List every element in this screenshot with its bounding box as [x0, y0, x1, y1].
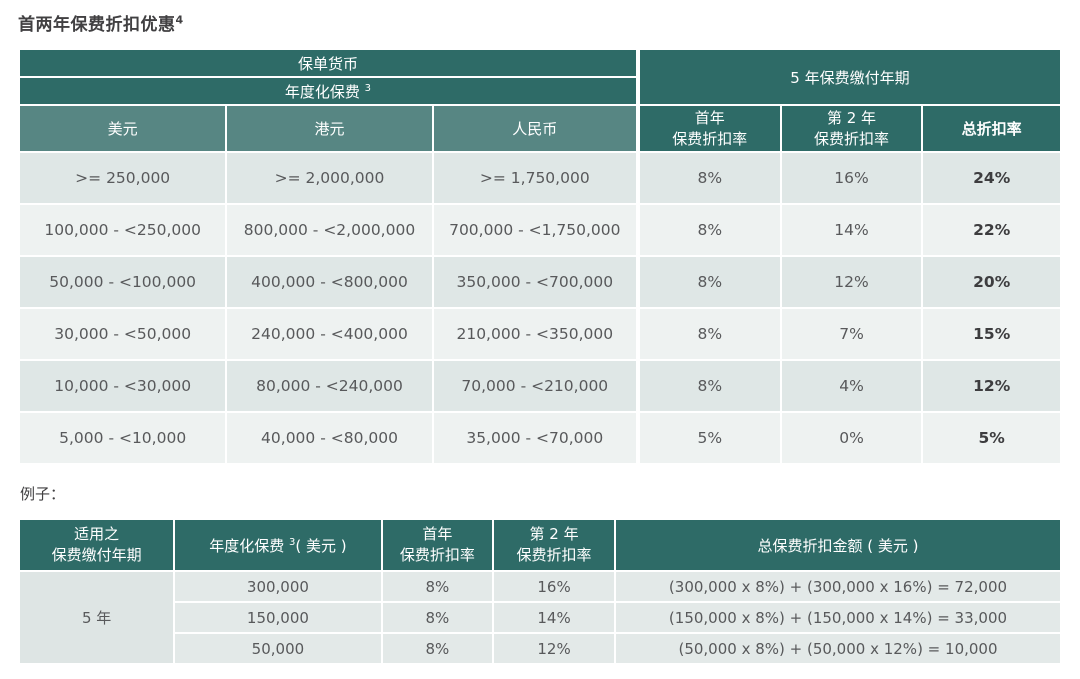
header-col-total-discount: 总折扣率	[921, 104, 1062, 153]
header-year1-line2: 保费折扣率	[672, 129, 748, 148]
header-year2-discount: 第 2 年 保费折扣率	[492, 518, 616, 572]
header-col-year1-discount: 首年 保费折扣率	[635, 104, 782, 153]
header-year1-line1: 首年	[694, 108, 725, 127]
cell-year1-rate: 8%	[380, 632, 495, 665]
cell-usd: 5,000 - <10,000	[17, 411, 228, 465]
table-row: 10,000 - <30,000 80,000 - <240,000 70,00…	[17, 359, 1062, 413]
header-year2-line2: 保费折扣率	[516, 546, 592, 564]
cell-discount-formula: (150,000 x 8%) + (150,000 x 14%) = 33,00…	[613, 601, 1063, 634]
header-year2-line2: 保费折扣率	[814, 129, 890, 148]
table-row: >= 250,000 >= 2,000,000 >= 1,750,000 8% …	[17, 151, 1062, 205]
table-row: 5,000 - <10,000 40,000 - <80,000 35,000 …	[17, 411, 1062, 465]
cell-rmb: >= 1,750,000	[431, 151, 639, 205]
cell-total-rate: 20%	[921, 255, 1062, 309]
header-year1-line2: 保费折扣率	[399, 546, 475, 564]
cell-year1-rate: 8%	[635, 359, 782, 413]
cell-discount-formula: (300,000 x 8%) + (300,000 x 16%) = 72,00…	[613, 570, 1063, 603]
cell-year1-rate: 8%	[635, 151, 782, 205]
cell-year1-rate: 8%	[635, 307, 782, 361]
cell-year1-rate: 8%	[635, 203, 782, 257]
cell-usd: 50,000 - <100,000	[17, 255, 228, 309]
cell-discount-formula: (50,000 x 8%) + (50,000 x 12%) = 10,000	[613, 632, 1063, 665]
cell-rmb: 35,000 - <70,000	[431, 411, 639, 465]
cell-total-rate: 5%	[921, 411, 1062, 465]
cell-premium: 300,000	[173, 570, 383, 603]
cell-hkd: 400,000 - <800,000	[225, 255, 434, 309]
cell-premium: 150,000	[173, 601, 383, 634]
header-annualized-premium-usd: 年度化保费 3( 美元 )	[173, 518, 383, 572]
header-policy-currency: 保单货币	[18, 48, 639, 78]
cell-year2-rate: 4%	[779, 359, 924, 413]
header-col-rmb: 人民币	[431, 104, 639, 153]
header-year2-line1: 第 2 年	[529, 525, 579, 543]
cell-rmb: 350,000 - <700,000	[431, 255, 639, 309]
cell-year1-rate: 5%	[635, 411, 782, 465]
header-annualized-premium-text: 年度化保费	[284, 82, 360, 101]
cell-payment-term: 5 年	[17, 570, 176, 665]
example-table: 适用之 保费缴付年期 年度化保费 3( 美元 ) 首年 保费折扣率 第 2 年 …	[17, 518, 1063, 665]
cell-year1-rate: 8%	[635, 255, 782, 309]
cell-year1-rate: 8%	[380, 570, 495, 603]
table-row: 50,000 - <100,000 400,000 - <800,000 350…	[17, 255, 1062, 309]
cell-total-rate: 12%	[921, 359, 1062, 413]
document-page: 首两年保费折扣优惠4 保单货币 5 年保费缴付年期 年度化保费 3 美元 港元 …	[17, 10, 1063, 665]
cell-year1-rate: 8%	[380, 601, 495, 634]
header-year1-discount: 首年 保费折扣率	[380, 518, 495, 572]
cell-hkd: 40,000 - <80,000	[225, 411, 434, 465]
table-row: 30,000 - <50,000 240,000 - <400,000 210,…	[17, 307, 1062, 361]
cell-hkd: 80,000 - <240,000	[225, 359, 434, 413]
header-annualized-premium: 年度化保费 3	[18, 76, 639, 106]
cell-year2-rate: 12%	[779, 255, 924, 309]
header-year1-line1: 首年	[422, 525, 453, 543]
example-row: 50,000 8% 12% (50,000 x 8%) + (50,000 x …	[19, 632, 1063, 665]
cell-rmb: 210,000 - <350,000	[431, 307, 639, 361]
cell-year2-rate: 16%	[779, 151, 924, 205]
cell-hkd: 800,000 - <2,000,000	[225, 203, 434, 257]
header-total-discount-amount: 总保费折扣金额 ( 美元 )	[613, 518, 1063, 572]
cell-usd: 30,000 - <50,000	[17, 307, 228, 361]
header-year2-line1: 第 2 年	[826, 108, 877, 127]
cell-hkd: 240,000 - <400,000	[225, 307, 434, 361]
discount-tiers-table: 保单货币 5 年保费缴付年期 年度化保费 3 美元 港元 人民币 首年 保费折扣…	[17, 48, 1063, 465]
page-title-footnote-marker: 4	[175, 13, 184, 27]
cell-year2-rate: 14%	[492, 601, 616, 634]
cell-premium: 50,000	[173, 632, 383, 665]
cell-total-rate: 22%	[921, 203, 1062, 257]
header-term-line1: 适用之	[74, 525, 120, 543]
cell-total-rate: 24%	[921, 151, 1062, 205]
header-payment-term: 5 年保费缴付年期	[635, 48, 1063, 106]
header-premium-suffix: ( 美元 )	[295, 536, 347, 555]
example-row: 150,000 8% 14% (150,000 x 8%) + (150,000…	[19, 601, 1063, 634]
header-col-usd: 美元	[17, 104, 228, 153]
cell-usd: 10,000 - <30,000	[17, 359, 228, 413]
header-applicable-term: 适用之 保费缴付年期	[17, 518, 176, 572]
cell-rmb: 700,000 - <1,750,000	[431, 203, 639, 257]
example-row: 5 年 300,000 8% 16% (300,000 x 8%) + (300…	[17, 570, 1063, 665]
header-premium-text: 年度化保费	[209, 536, 285, 555]
page-title-text: 首两年保费折扣优惠	[18, 15, 176, 35]
header-annualized-premium-footnote-marker: 3	[364, 82, 372, 94]
cell-year2-rate: 16%	[492, 570, 616, 603]
header-col-year2-discount: 第 2 年 保费折扣率	[779, 104, 924, 153]
cell-year2-rate: 7%	[779, 307, 924, 361]
cell-year2-rate: 14%	[779, 203, 924, 257]
cell-usd: >= 250,000	[17, 151, 228, 205]
header-premium-footnote-marker: 3	[289, 536, 296, 548]
header-col-hkd: 港元	[225, 104, 434, 153]
cell-usd: 100,000 - <250,000	[17, 203, 228, 257]
cell-total-rate: 15%	[921, 307, 1062, 361]
cell-year2-rate: 0%	[779, 411, 924, 465]
header-term-line2: 保费缴付年期	[51, 546, 142, 564]
page-title: 首两年保费折扣优惠4	[18, 10, 1062, 35]
cell-hkd: >= 2,000,000	[225, 151, 434, 205]
example-label: 例子：	[20, 485, 66, 503]
table-row: 100,000 - <250,000 800,000 - <2,000,000 …	[17, 203, 1062, 257]
cell-year2-rate: 12%	[492, 632, 616, 665]
cell-rmb: 70,000 - <210,000	[431, 359, 639, 413]
